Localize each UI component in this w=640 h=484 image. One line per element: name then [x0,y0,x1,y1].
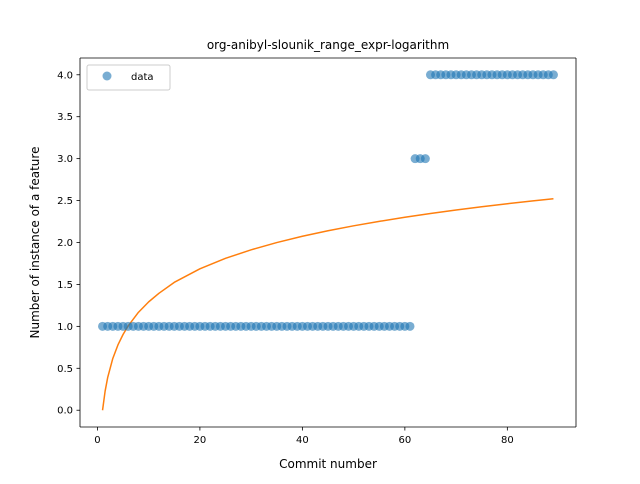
y-axis-ticks: 0.0 0.5 1.0 1.5 2.0 2.5 3.0 3.5 4.0 [57,70,80,417]
x-tick-label: 40 [296,435,309,446]
y-tick-label: 2.5 [57,196,73,207]
data-points-layer [98,70,558,331]
y-tick-label: 4.0 [57,70,73,81]
legend-marker-data [102,71,112,81]
plot-background [80,58,576,427]
legend-label-data: data [131,72,154,83]
x-axis-ticks: 0 20 40 60 80 [94,427,514,446]
x-axis-label: Commit number [279,457,377,471]
plot-area [79,57,577,428]
x-tick-label: 60 [398,435,411,446]
legend: data [86,64,171,91]
y-tick-label: 1.0 [57,322,73,333]
y-tick-label: 0.0 [57,406,73,417]
y-axis-label: Number of instance of a feature [28,147,42,339]
y-tick-label: 1.5 [57,280,73,291]
data-point [548,70,558,80]
y-tick-label: 2.0 [57,238,73,249]
chart-title: org-anibyl-slounik_range_expr-logarithm [207,38,449,52]
y-tick-label: 0.5 [57,364,73,375]
y-tick-label: 3.5 [57,112,73,123]
fit-line [101,197,554,411]
data-point [420,154,430,164]
x-tick-label: 0 [94,435,100,446]
fit-line-layer [101,197,554,411]
x-tick-label: 80 [501,435,514,446]
y-tick-label: 3.0 [57,154,73,165]
data-point [405,321,415,331]
legend-box [86,64,171,91]
x-tick-label: 20 [194,435,207,446]
